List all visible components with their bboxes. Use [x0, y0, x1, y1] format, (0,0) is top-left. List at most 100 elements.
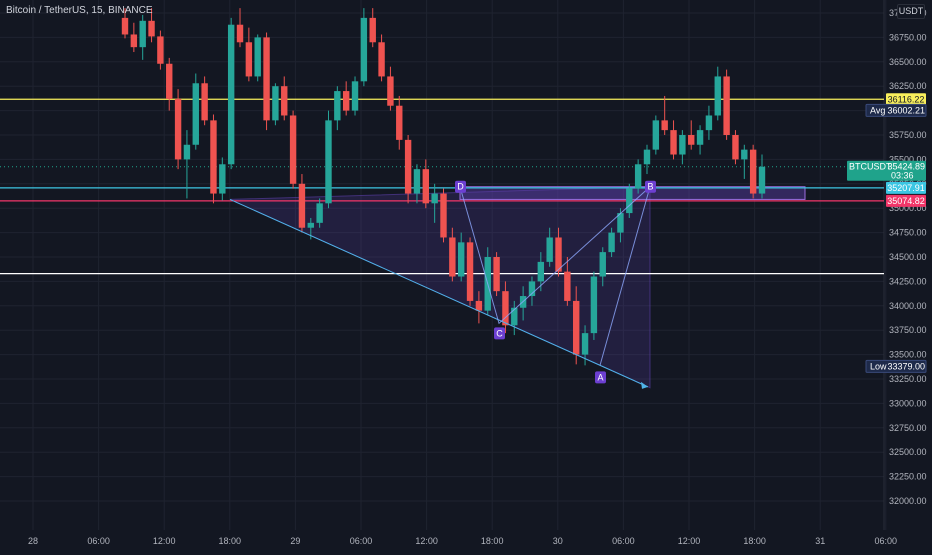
pattern-point-label: C [496, 328, 503, 338]
candle-body[interactable] [351, 81, 359, 111]
candle-body[interactable] [688, 135, 695, 145]
candle-body[interactable] [440, 193, 447, 238]
candle-body[interactable] [298, 183, 306, 228]
trendline[interactable] [229, 198, 649, 388]
candle-body[interactable] [573, 300, 580, 355]
price-tick-label: 36500.00 [889, 57, 927, 67]
yellow-level-tag-label: 36116.22 [888, 94, 925, 104]
candle-body[interactable] [555, 237, 562, 272]
candle-body[interactable] [652, 120, 660, 150]
candle-body[interactable] [404, 139, 412, 194]
candle-body[interactable] [413, 169, 421, 194]
candle-body[interactable] [272, 86, 279, 121]
cyan-level-tag [886, 181, 926, 194]
time-tick-label: 12:00 [415, 536, 438, 546]
time-tick-label: 29 [290, 536, 300, 546]
candle-body[interactable] [599, 252, 606, 277]
candle-body[interactable] [466, 242, 474, 301]
candle-body[interactable] [130, 34, 138, 48]
candle-body[interactable] [511, 307, 518, 326]
resistance-box [459, 186, 806, 200]
pattern-point-marker[interactable] [645, 180, 656, 193]
candle-body[interactable] [307, 222, 314, 228]
time-axis: 28 06:00 12:00 18:00 29 06:00 12:00 18:00 30 06:0… [28, 536, 897, 546]
currency-button[interactable]: USDT [897, 4, 925, 19]
candle-body[interactable] [157, 36, 164, 64]
pattern-point-marker[interactable] [494, 327, 505, 340]
pattern-layer [229, 186, 806, 389]
candle-body[interactable] [714, 76, 721, 116]
candle-body[interactable] [696, 130, 704, 145]
candle-body[interactable] [342, 91, 350, 111]
candle-body[interactable] [705, 115, 713, 131]
candle-body[interactable] [732, 135, 739, 160]
candle-body[interactable] [634, 164, 642, 189]
candle-body[interactable] [174, 98, 182, 160]
candle-body[interactable] [254, 37, 261, 77]
candle-body[interactable] [431, 193, 438, 204]
candle-body[interactable] [422, 169, 430, 204]
candle-body[interactable] [236, 24, 244, 43]
candle-body[interactable] [148, 20, 155, 37]
candle-body[interactable] [139, 20, 146, 48]
candle-body[interactable] [457, 242, 465, 277]
candle-body[interactable] [475, 300, 483, 311]
candle-body[interactable] [758, 166, 766, 194]
price-tick-label: 34250.00 [889, 276, 927, 286]
pattern-point-marker[interactable] [595, 371, 606, 384]
symbol-title[interactable]: Bitcoin / TetherUS, 15, BINANCE [6, 5, 153, 16]
candle-body[interactable] [643, 149, 651, 165]
candle-body[interactable] [661, 120, 668, 131]
candle-body[interactable] [581, 333, 589, 355]
candle-body[interactable] [387, 76, 394, 106]
candles-layer [121, 8, 766, 366]
candle-body[interactable] [741, 149, 748, 160]
pattern-path[interactable] [459, 185, 651, 366]
candle-body[interactable] [502, 291, 509, 326]
candle-body[interactable] [590, 276, 598, 334]
candle-body[interactable] [325, 120, 332, 204]
candle-body[interactable] [528, 281, 536, 297]
candle-body[interactable] [219, 164, 226, 194]
price-tags: 36116.22 35207.91 35074.82 Avg 36002.21 BTCUS… [847, 93, 927, 373]
candle-body[interactable] [192, 83, 199, 145]
pattern-point-label: B [647, 182, 653, 192]
candle-body[interactable] [263, 37, 270, 121]
price-tick-label: 33750.00 [889, 325, 927, 335]
candle-body[interactable] [245, 42, 253, 77]
candle-body[interactable] [166, 63, 173, 99]
candle-body[interactable] [334, 91, 341, 121]
candle-body[interactable] [608, 232, 615, 253]
candle-body[interactable] [396, 105, 403, 140]
current-price-value: 35424.89 [887, 162, 925, 172]
candle-body[interactable] [316, 203, 323, 223]
candle-body[interactable] [670, 130, 677, 155]
candle-body[interactable] [201, 83, 208, 121]
candle-countdown: 03:36 [891, 171, 914, 181]
avg-tag-prefix: Avg [870, 105, 885, 115]
candle-body[interactable] [537, 261, 545, 282]
candle-body[interactable] [289, 115, 297, 184]
candle-body[interactable] [281, 86, 288, 116]
candle-body[interactable] [617, 213, 624, 233]
candle-body[interactable] [626, 188, 633, 214]
candle-body[interactable] [210, 120, 217, 194]
candle-body[interactable] [723, 76, 730, 135]
pink-level-tag [886, 194, 926, 207]
candle-body[interactable] [564, 271, 571, 301]
candle-body[interactable] [227, 24, 235, 165]
pattern-point-marker[interactable] [455, 180, 466, 193]
candle-body[interactable] [121, 17, 129, 35]
candle-body[interactable] [679, 135, 686, 155]
candle-body[interactable] [546, 237, 553, 262]
candle-body[interactable] [449, 237, 456, 277]
arrow-icon [641, 381, 648, 389]
candle-body[interactable] [369, 17, 376, 43]
candle-body[interactable] [493, 257, 500, 292]
candle-body[interactable] [183, 144, 191, 160]
candle-body[interactable] [749, 149, 757, 194]
candle-body[interactable] [378, 42, 385, 77]
candle-body[interactable] [360, 17, 368, 82]
